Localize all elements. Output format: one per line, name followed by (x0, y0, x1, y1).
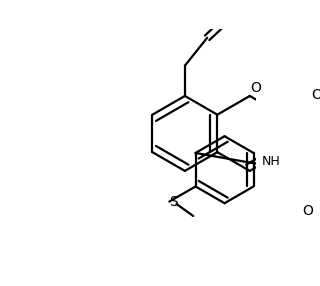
Text: S: S (169, 194, 178, 208)
Text: O: O (251, 81, 261, 95)
Text: O: O (302, 204, 313, 218)
Text: O: O (311, 88, 320, 102)
Text: NH: NH (262, 155, 281, 168)
